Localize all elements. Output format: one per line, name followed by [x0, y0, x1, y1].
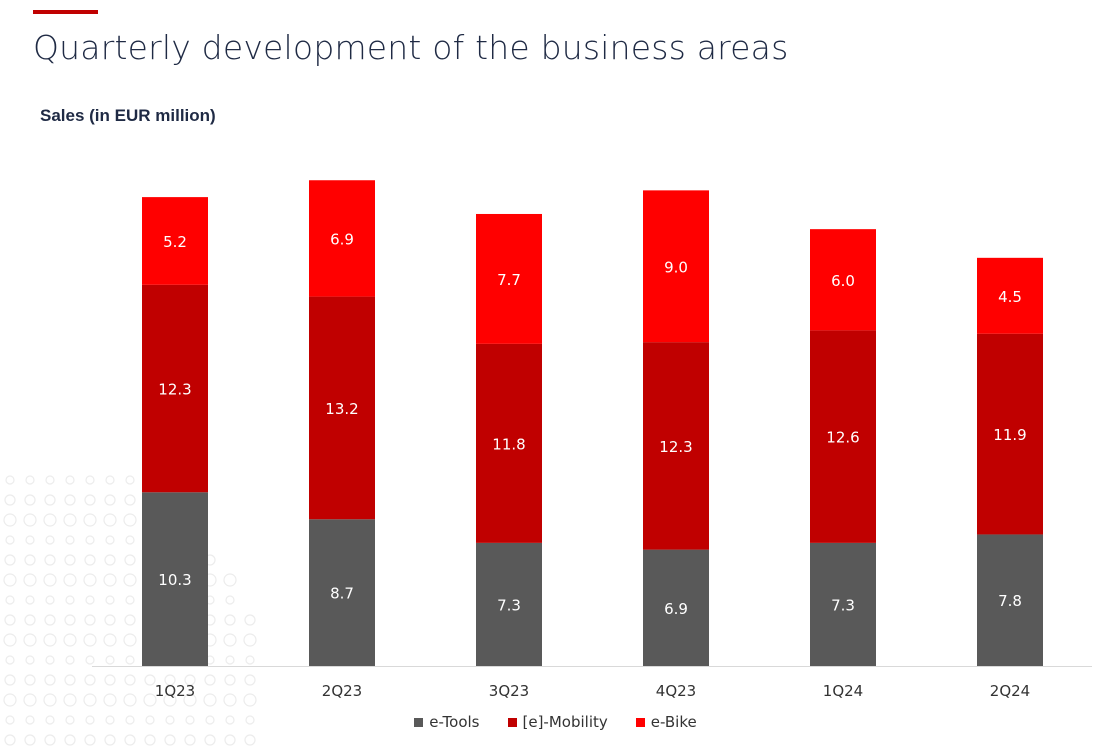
legend-swatch-emobility [507, 717, 517, 727]
bar-ebike-3q23 [476, 213, 542, 344]
bar-etools-2q23 [309, 519, 375, 666]
value-label-etools-3q23: 7.3 [497, 596, 521, 614]
tick-label-3q23: 3Q23 [489, 682, 529, 700]
value-label-ebike-2q24: 4.5 [998, 288, 1022, 306]
bar-etools-4q23 [643, 549, 709, 666]
legend-label-emobility: [e]-Mobility [522, 713, 608, 731]
bar-etools-1q24 [810, 542, 876, 666]
bar-emobility-2q23 [309, 296, 375, 520]
tick-label-4q23: 4Q23 [656, 682, 696, 700]
bar-ebike-4q23 [643, 190, 709, 343]
bar-emobility-2q24 [977, 333, 1043, 535]
value-label-ebike-2q23: 6.9 [330, 230, 354, 248]
value-label-etools-1q24: 7.3 [831, 596, 855, 614]
bar-emobility-4q23 [643, 342, 709, 550]
legend-label-etools: e-Tools [429, 713, 480, 731]
value-label-emobility-3q23: 11.8 [492, 435, 525, 453]
value-label-ebike-1q23: 5.2 [163, 233, 187, 251]
bar-ebike-1q23 [142, 197, 208, 285]
page-title: Quarterly development of the business ar… [33, 28, 789, 67]
value-label-etools-2q23: 8.7 [330, 585, 354, 603]
bar-ebike-2q23 [309, 180, 375, 297]
value-label-emobility-1q24: 12.6 [826, 429, 859, 447]
legend-swatch-etools [414, 717, 424, 727]
value-label-ebike-4q23: 9.0 [664, 258, 688, 276]
bar-emobility-1q24 [810, 330, 876, 543]
bar-etools-2q24 [977, 534, 1043, 666]
value-label-emobility-2q24: 11.9 [993, 426, 1026, 444]
legend-swatch-ebike [635, 717, 645, 727]
legend: e-Tools [e]-Mobility e-Bike [0, 713, 1111, 731]
bar-emobility-3q23 [476, 343, 542, 543]
tick-label-1q23: 1Q23 [155, 682, 195, 700]
tick-label-1q24: 1Q24 [823, 682, 863, 700]
bar-ebike-2q24 [977, 257, 1043, 334]
legend-label-ebike: e-Bike [650, 713, 697, 731]
value-label-emobility-4q23: 12.3 [659, 438, 692, 456]
value-label-ebike-3q23: 7.7 [497, 271, 521, 289]
bar-etools-1q23 [142, 492, 208, 666]
value-label-ebike-1q24: 6.0 [831, 272, 855, 290]
x-tick-labels: 1Q23 2Q23 3Q23 4Q23 1Q24 2Q24 [155, 682, 1030, 700]
bar-emobility-1q23 [142, 284, 208, 493]
legend-item-emobility: [e]-Mobility [507, 713, 608, 731]
value-label-etools-2q24: 7.8 [998, 592, 1022, 610]
chart-subtitle: Sales (in EUR million) [40, 106, 216, 125]
bar-etools-3q23 [476, 542, 542, 666]
legend-item-ebike: e-Bike [635, 713, 697, 731]
tick-label-2q23: 2Q23 [322, 682, 362, 700]
value-label-emobility-1q23: 12.3 [158, 381, 191, 399]
legend-item-etools: e-Tools [414, 713, 480, 731]
title-accent-line [33, 10, 98, 14]
value-label-etools-1q23: 10.3 [158, 571, 191, 589]
value-label-emobility-2q23: 13.2 [325, 400, 358, 418]
bar-ebike-1q24 [810, 229, 876, 331]
value-label-etools-4q23: 6.9 [664, 600, 688, 618]
tick-label-2q24: 2Q24 [990, 682, 1030, 700]
bars-group: 10.3 12.3 5.2 8.7 13.2 6.9 7.3 11.8 7.7 6.9 12.3 9.… [142, 180, 1043, 666]
